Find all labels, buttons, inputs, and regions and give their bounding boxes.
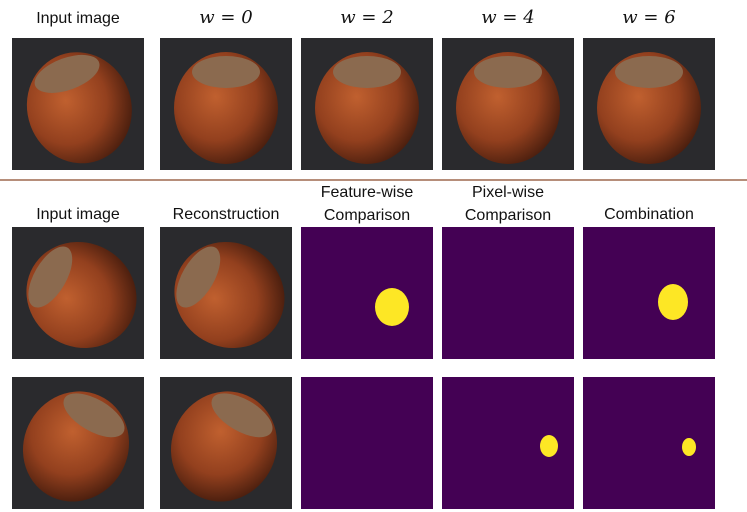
hazelnut-cap: [615, 56, 683, 88]
anomaly-region: [375, 288, 409, 326]
hazelnut-cap: [474, 56, 542, 88]
column-header: Comparison: [324, 207, 410, 224]
column-header: w = 4: [481, 7, 534, 28]
column-header: Combination: [604, 206, 694, 223]
mask-background: [301, 377, 433, 509]
anomaly-region: [658, 284, 688, 320]
hazelnut-cap: [192, 56, 260, 88]
hazelnut-cap: [176, 246, 221, 308]
column-header: Reconstruction: [173, 206, 280, 223]
column-header: Pixel-wise: [472, 184, 544, 201]
column-header: Input image: [36, 206, 120, 223]
anomaly-region: [682, 438, 696, 456]
hazelnut-cap: [34, 54, 100, 93]
hazelnut-cap: [28, 246, 73, 308]
hazelnut-cap: [333, 56, 401, 88]
hazelnut-cap: [63, 393, 125, 438]
mask-background: [442, 227, 574, 359]
hazelnut-cap: [211, 393, 273, 438]
column-header: Feature-wise: [321, 184, 414, 201]
mask-background: [301, 227, 433, 359]
column-header: w = 6: [622, 7, 675, 28]
mask-background: [583, 227, 715, 359]
column-header: Comparison: [465, 207, 551, 224]
column-header: w = 0: [199, 7, 252, 28]
anomaly-region: [540, 435, 558, 457]
column-header: w = 2: [340, 7, 393, 28]
column-header: Input image: [36, 10, 120, 27]
